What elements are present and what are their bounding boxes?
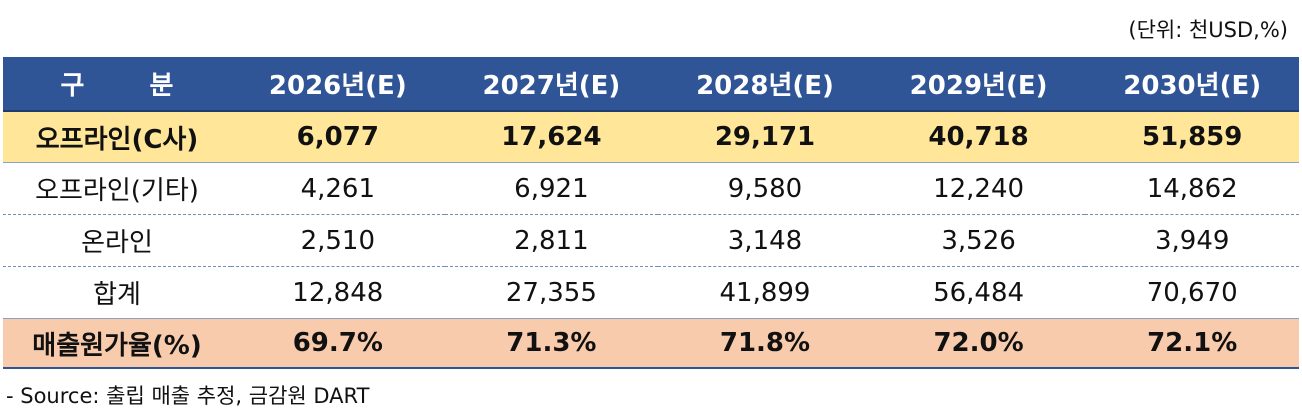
cell-2026: 12,848 — [231, 266, 445, 319]
cell-2027: 17,624 — [444, 111, 659, 163]
header-year-2026: 2026년(E) — [231, 57, 445, 112]
cell-2026: 2,510 — [231, 214, 445, 267]
cell-2030: 14,862 — [1085, 162, 1299, 215]
source-note: - Source: 출립 매출 추정, 금감원 DART — [6, 384, 370, 408]
cell-2028: 41,899 — [658, 266, 872, 319]
cell-2028: 3,148 — [658, 214, 872, 267]
revenue-forecast-table: 구 분 2026년(E) 2027년(E) 2028년(E) 2029년(E) … — [3, 57, 1299, 369]
cell-2028: 9,580 — [658, 162, 872, 215]
table-header: 구 분 2026년(E) 2027년(E) 2028년(E) 2029년(E) … — [3, 57, 1299, 112]
cell-2028: 29,171 — [658, 111, 872, 163]
cell-2027: 6,921 — [444, 162, 659, 215]
cell-2029: 3,526 — [871, 214, 1086, 267]
row-label: 온라인 — [3, 214, 231, 267]
cell-2026: 6,077 — [231, 111, 445, 163]
cell-2029: 12,240 — [871, 162, 1086, 215]
table-body: 오프라인(C사) 6,077 17,624 29,171 40,718 51,8… — [3, 111, 1299, 369]
header-year-2029: 2029년(E) — [871, 57, 1086, 112]
unit-label: (단위: 천USD,%) — [1128, 18, 1288, 42]
table-row-cost-ratio: 매출원가율(%) 69.7% 71.3% 71.8% 72.0% 72.1% — [3, 318, 1299, 369]
cell-2027: 27,355 — [444, 266, 659, 319]
table-row-online: 온라인 2,510 2,811 3,148 3,526 3,949 — [3, 214, 1299, 267]
cell-2029: 40,718 — [871, 111, 1086, 163]
cell-2028: 71.8% — [658, 318, 872, 369]
cell-2030: 72.1% — [1085, 318, 1299, 369]
table-row-total: 합계 12,848 27,355 41,899 56,484 70,670 — [3, 266, 1299, 319]
cell-2030: 51,859 — [1085, 111, 1299, 163]
cell-2026: 4,261 — [231, 162, 445, 215]
header-year-2027: 2027년(E) — [444, 57, 659, 112]
row-label: 오프라인(기타) — [3, 162, 231, 215]
table-row-offline-other: 오프라인(기타) 4,261 6,921 9,580 12,240 14,862 — [3, 162, 1299, 215]
cell-2030: 3,949 — [1085, 214, 1299, 267]
header-year-2030: 2030년(E) — [1085, 57, 1299, 112]
header-row: 구 분 2026년(E) 2027년(E) 2028년(E) 2029년(E) … — [3, 57, 1299, 112]
cell-2029: 72.0% — [871, 318, 1086, 369]
cell-2029: 56,484 — [871, 266, 1086, 319]
cell-2026: 69.7% — [231, 318, 445, 369]
cell-2030: 70,670 — [1085, 266, 1299, 319]
header-category: 구 분 — [3, 57, 231, 112]
header-year-2028: 2028년(E) — [658, 57, 872, 112]
row-label: 합계 — [3, 266, 231, 319]
table-row-offline-c: 오프라인(C사) 6,077 17,624 29,171 40,718 51,8… — [3, 111, 1299, 163]
row-label: 매출원가율(%) — [3, 318, 231, 369]
cell-2027: 71.3% — [444, 318, 659, 369]
cell-2027: 2,811 — [444, 214, 659, 267]
row-label: 오프라인(C사) — [3, 111, 231, 163]
